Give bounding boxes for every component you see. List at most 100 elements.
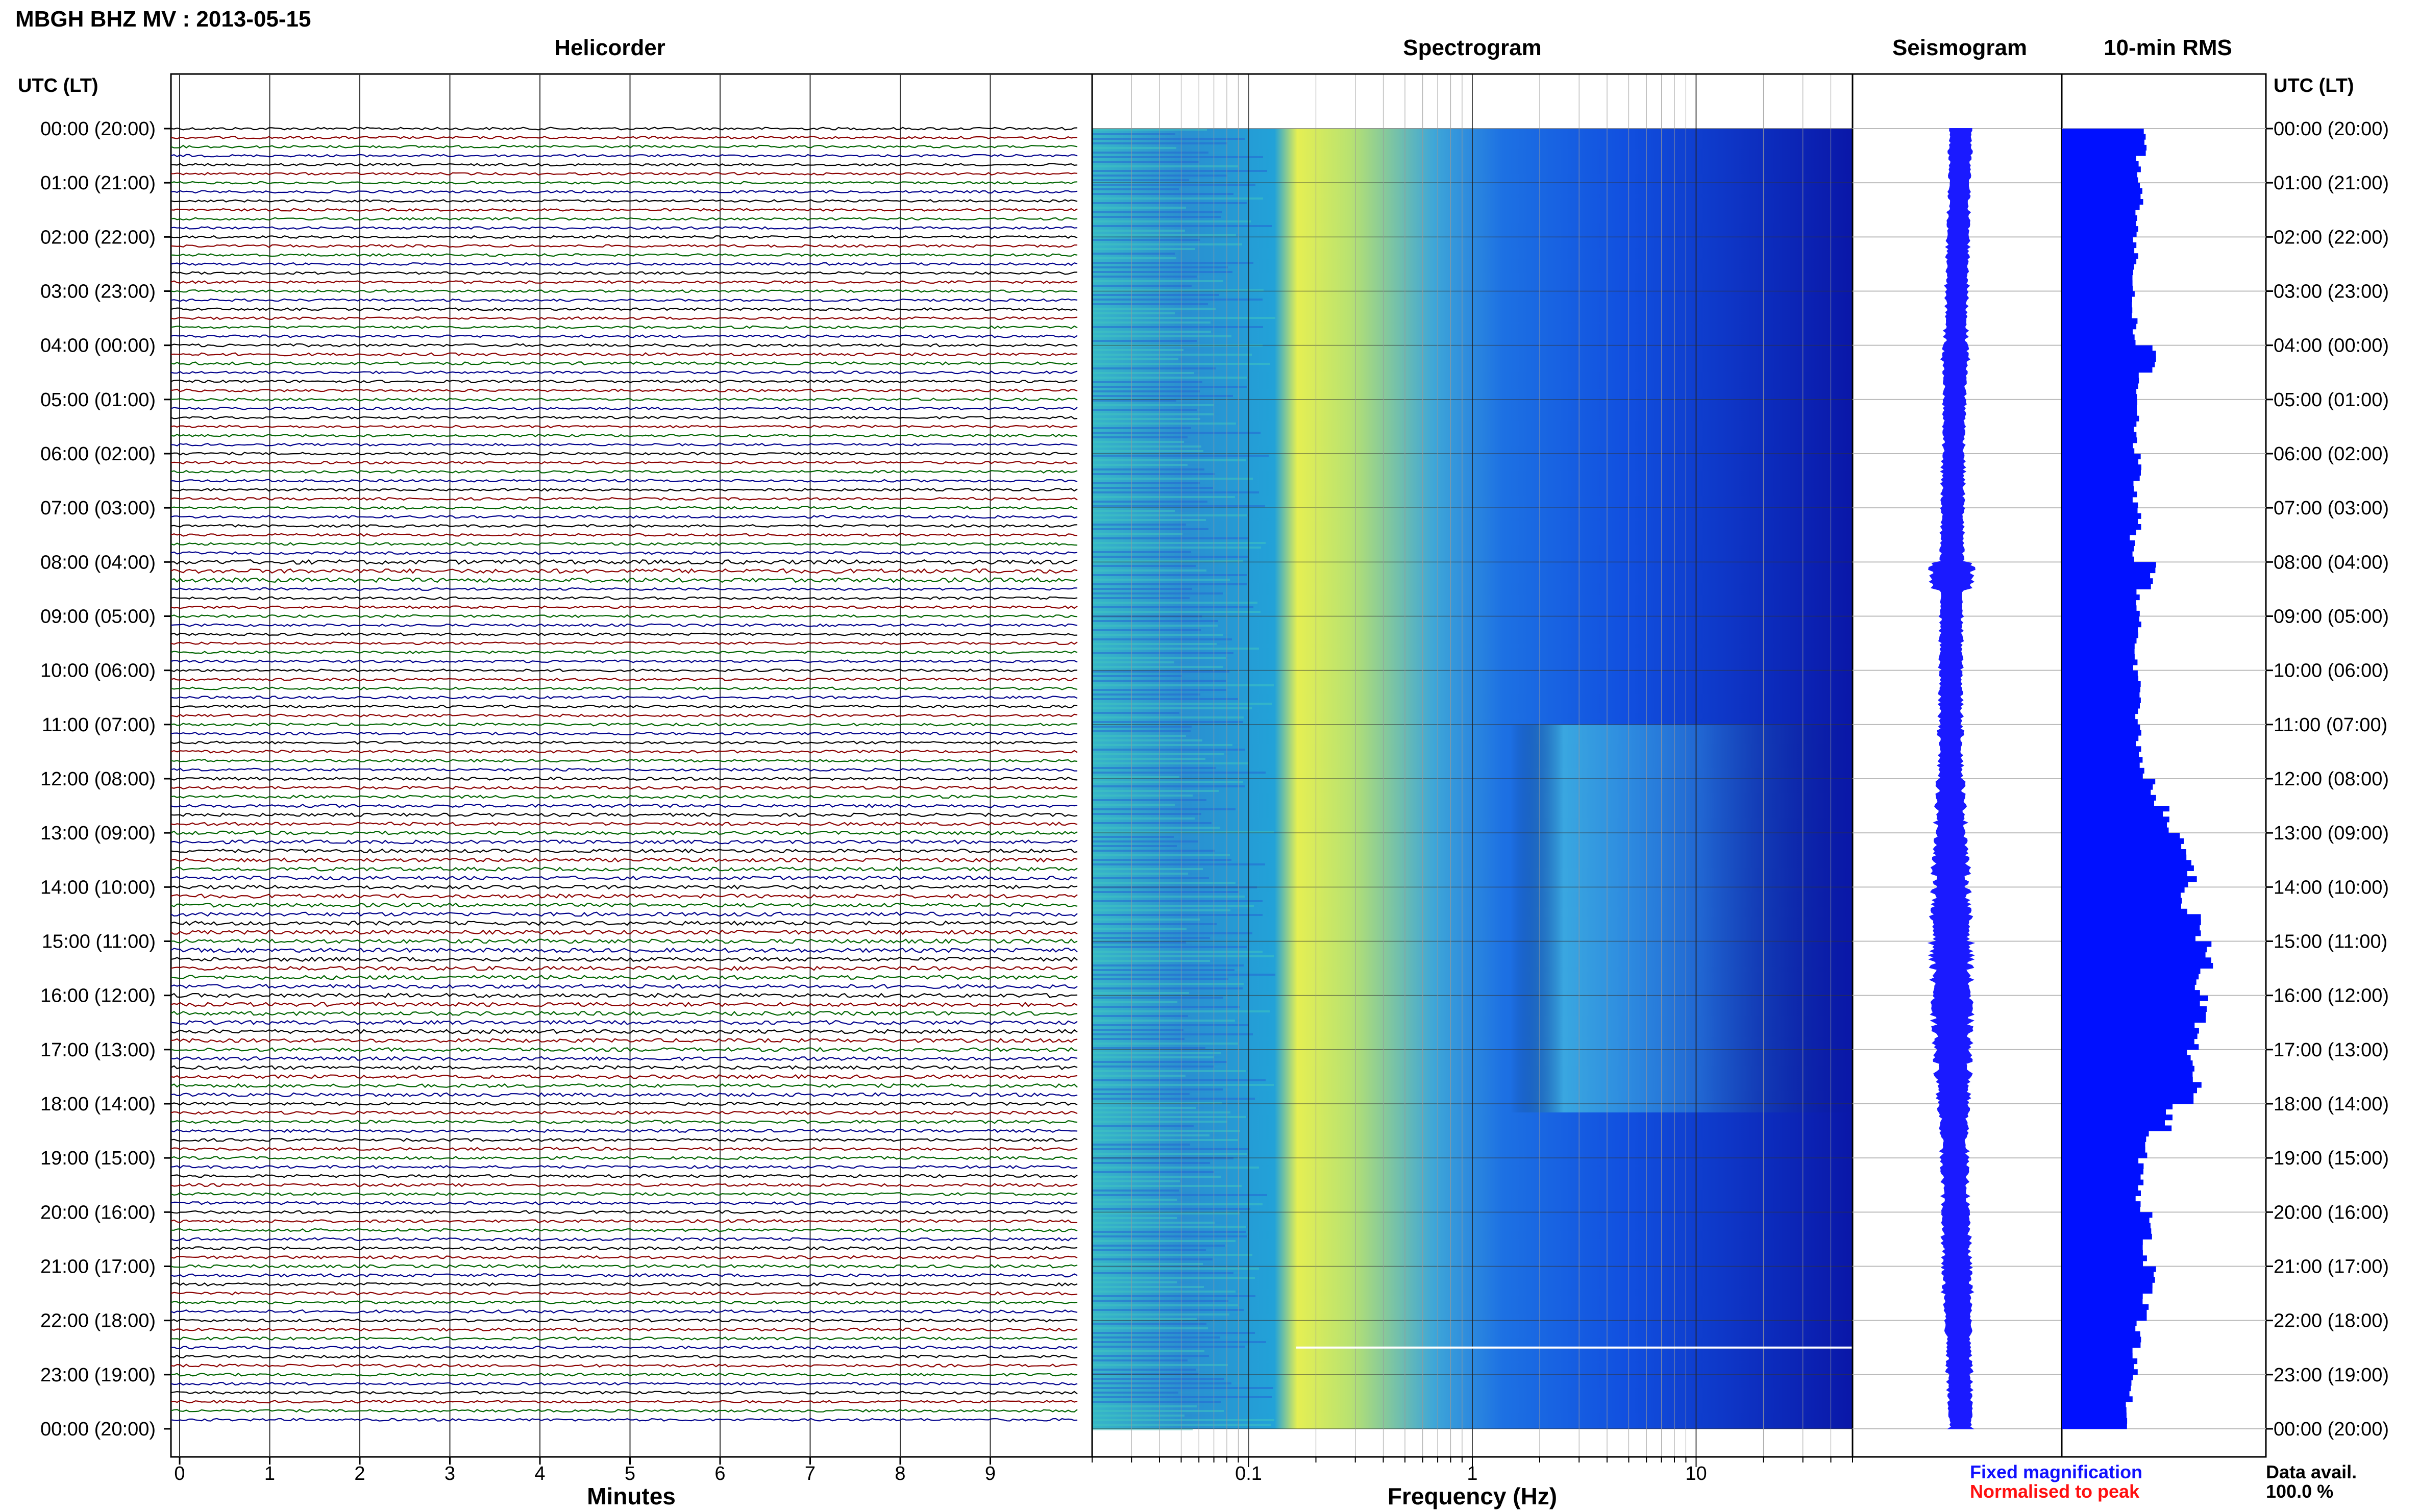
spectrogram-stripe [1092, 661, 1174, 663]
rms-bar [2062, 605, 2137, 611]
helicorder-trace [170, 605, 1078, 609]
spectrogram-stripe [1092, 790, 1219, 792]
helicorder-trace [170, 325, 1078, 329]
spectrogram-stripe [1092, 1309, 1244, 1311]
spectrogram-stripe [1092, 1249, 1206, 1251]
helicorder-trace [170, 1029, 1078, 1034]
rms-bar [2062, 833, 2180, 839]
rms-bar [2062, 378, 2139, 384]
helicorder-trace [170, 244, 1077, 248]
spectrogram-stripe [1092, 377, 1247, 379]
helicorder-trace [170, 677, 1078, 681]
spectrogram-stripe [1092, 184, 1255, 186]
spectrogram-stripe [1092, 496, 1235, 498]
helicorder-trace [170, 1300, 1078, 1305]
spectrogram-stripe [1092, 703, 1272, 705]
rms-bar [2062, 1001, 2200, 1007]
spectrogram-stripe [1092, 473, 1215, 475]
spectrogram-stripe [1092, 202, 1247, 204]
helicorder-trace [170, 452, 1078, 456]
spectrogram-stripe [1092, 928, 1187, 930]
spectrogram-stripe [1092, 735, 1186, 737]
helicorder-trace [170, 217, 1078, 221]
rms-bar [2062, 638, 2137, 644]
rms-bar [2062, 410, 2137, 416]
spectrogram-stripe [1092, 1369, 1196, 1371]
helicorder-frame [170, 73, 1093, 1458]
helicorder-trace [170, 929, 1078, 935]
helicorder-x-tick-label: 3 [445, 1463, 455, 1484]
time-tick-label-right: 20:00 (16:00) [2274, 1202, 2389, 1223]
helicorder-trace [170, 902, 1078, 908]
rms-bars [2062, 129, 2213, 1429]
spectrogram-stripe [1092, 1332, 1255, 1334]
spectrogram-stripe [1092, 459, 1246, 461]
rms-bar [2062, 963, 2213, 969]
spectrogram-stripe [1092, 877, 1209, 879]
time-tick-label-right: 06:00 (02:00) [2274, 443, 2389, 465]
rms-bar [2062, 269, 2133, 276]
spectrogram-stripe [1092, 854, 1230, 856]
spectrogram-stripe [1092, 1295, 1255, 1297]
rms-bar [2062, 177, 2138, 183]
time-axis-label-right: UTC (LT) [2274, 75, 2354, 96]
rms-bar [2062, 1401, 2126, 1407]
rms-bar [2062, 1266, 2156, 1272]
spectrogram-stripe [1092, 675, 1182, 677]
rms-bar [2062, 632, 2138, 638]
helicorder-trace [170, 1273, 1078, 1278]
rms-bar [2062, 388, 2137, 394]
rms-bar [2062, 129, 2144, 135]
rms-bar [2062, 1228, 2152, 1234]
rms-bar [2062, 947, 2207, 953]
spectrogram-stripe [1092, 946, 1247, 948]
rms-bar [2062, 908, 2187, 914]
spectrogram-stripe [1092, 1258, 1213, 1260]
rms-bar [2062, 1104, 2173, 1110]
helicorder-trace [170, 190, 1078, 194]
time-tick-label-right: 13:00 (09:00) [2274, 823, 2389, 844]
spectrogram-stripe [1092, 845, 1177, 847]
helicorder-trace [170, 1408, 1078, 1413]
rms-bar [2062, 1076, 2193, 1082]
spectrogram-stripe [1092, 510, 1175, 512]
spectrogram-stripe [1092, 565, 1196, 567]
spectrogram-stripe [1092, 436, 1188, 438]
spectrogram-stripe [1092, 285, 1192, 287]
spectrogram-stripe [1092, 1130, 1240, 1132]
rms-bar [2062, 475, 2140, 481]
rms-bar [2062, 1049, 2187, 1055]
spectrogram-stripe [1092, 211, 1222, 213]
rms-bar [2062, 665, 2133, 671]
spectrogram-stripe [1092, 767, 1216, 769]
spectrogram-stripe [1092, 1180, 1180, 1182]
rms-bar [2062, 459, 2138, 465]
rms-bar [2062, 643, 2135, 649]
rms-bar [2062, 275, 2133, 281]
spectrogram-stripe [1092, 450, 1203, 452]
rms-bar [2062, 1060, 2193, 1067]
rms-bar [2062, 161, 2139, 167]
spectrogram-stripe [1092, 303, 1208, 305]
helicorder-trace [170, 334, 1078, 338]
spectrogram-stripe [1092, 487, 1213, 489]
spectrogram-stripe [1092, 441, 1184, 443]
spectrogram-stripe [1092, 455, 1269, 457]
helicorder-trace [170, 136, 1078, 140]
spectrogram-stripe [1092, 1111, 1230, 1113]
helicorder-trace [170, 803, 1078, 808]
rms-bar [2062, 1326, 2136, 1332]
helicorder-trace [170, 614, 1078, 618]
spectrogram-stripe [1092, 188, 1179, 190]
spectrogram-stripe [1092, 671, 1229, 673]
rms-bar [2062, 464, 2141, 470]
helicorder-trace [170, 533, 1078, 537]
spectrogram-stripe [1092, 1355, 1209, 1357]
rms-bar [2062, 811, 2163, 817]
spectrogram-stripe [1092, 1350, 1204, 1352]
helicorder-traces [170, 127, 1078, 1422]
rms-bar [2062, 860, 2191, 866]
rms-bar [2062, 562, 2156, 568]
time-tick-label-right: 21:00 (17:00) [2274, 1256, 2389, 1278]
helicorder-trace [170, 1246, 1078, 1251]
